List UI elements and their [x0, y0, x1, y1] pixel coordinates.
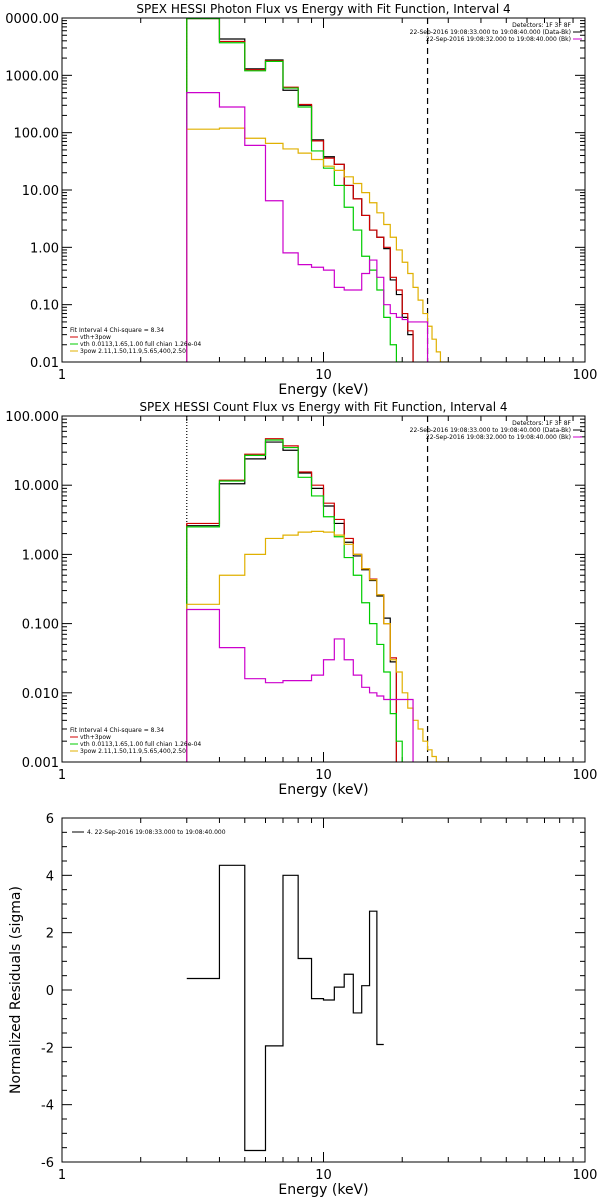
chart-title: SPEX HESSI Count Flux vs Energy with Fit…: [139, 400, 507, 414]
y-tick-label: 0.10: [30, 299, 59, 314]
series-line-4: [186, 608, 414, 762]
x-tick-label: 100: [573, 368, 598, 383]
series-data: [186, 18, 414, 362]
x-tick-label: 10: [315, 368, 332, 383]
legend-bl-text: 3pow 2.11,1.50,11.9,5.65,400,2.50: [80, 748, 186, 755]
series-line-2: [186, 439, 403, 762]
y-tick-label: 10.00: [22, 184, 59, 199]
legend-tr-text: 22-Sep-2016 19:08:32.000 to 19:08:40.000…: [426, 434, 571, 441]
x-tick-label: 100: [573, 768, 598, 783]
y-tick-label: 1.00: [30, 241, 59, 256]
x-axis-label: Energy (keV): [278, 782, 368, 798]
fit-header: Fit Interval 4 Chi-square = 8.34: [70, 327, 164, 334]
series-line-3: [186, 530, 449, 762]
series-line-2: [186, 18, 403, 362]
x-tick-label: 10: [315, 1168, 332, 1183]
y-tick-label: 4: [46, 869, 54, 884]
x-axis-label: Energy (keV): [278, 1182, 368, 1198]
x-tick-label: 1: [58, 368, 66, 383]
y-tick-label: 10.000: [14, 479, 60, 494]
legend-bl-text: vth 0.0113,1.65,1.00 full chian 1.26e-04: [80, 341, 201, 348]
x-tick-label: 1: [58, 1168, 66, 1183]
plot-frame: [61, 17, 586, 363]
plot-frame: [61, 415, 586, 763]
chart-3: 1 10 100 -6 -4 -2 0 2 4 6 Energy (keV) Normalized R…: [8, 812, 597, 1198]
y-tick-label: 100.00: [14, 127, 60, 142]
legend-tr-text: Detectors: 1F 3F 8F: [512, 22, 571, 29]
plot-frame: [61, 817, 586, 1163]
legend-tr-text: 22-Sep-2016 19:08:33.000 to 19:08:40.000…: [410, 427, 571, 434]
y-tick-label: -4: [41, 1099, 54, 1114]
series-group: [186, 18, 449, 362]
legend-tl-text: 4. 22-Sep-2016 19:08:33.000 to 19:08:40.…: [87, 829, 226, 836]
y-tick-label: 0.100: [22, 618, 59, 633]
series-line-4: [186, 91, 429, 362]
y-axis-label: Normalized Residuals (sigma): [8, 886, 24, 1094]
chart-title: SPEX HESSI Photon Flux vs Energy with Fi…: [136, 2, 510, 16]
series-line-1: [186, 438, 397, 762]
y-tick-label: 1.000: [22, 548, 59, 563]
x-axis-label: Energy (keV): [278, 382, 368, 398]
x-tick-label: 100: [573, 1168, 598, 1183]
y-tick-label: 0: [46, 984, 54, 999]
y-tick-label: 0.001: [22, 756, 59, 771]
chart-2: SPEX HESSI Count Flux vs Energy with Fit…: [5, 400, 597, 798]
series-line-1: [186, 18, 414, 362]
y-tick-label: 0000.00: [5, 12, 59, 27]
y-tick-label: 100.000: [5, 410, 59, 425]
y-tick-label: 0.010: [22, 687, 59, 702]
series-group: [186, 438, 449, 762]
y-tick-label: 1000.00: [5, 69, 59, 84]
series-line-3: [186, 127, 449, 362]
legend-tr-text: 22-Sep-2016 19:08:33.000 to 19:08:40.000…: [410, 29, 571, 36]
fit-header: Fit Interval 4 Chi-square = 8.34: [70, 727, 164, 734]
legend-bl-text: vth 0.0113,1.65,1.00 full chian 1.26e-04: [80, 741, 201, 748]
series-line-0: [186, 864, 384, 1152]
chart-1: SPEX HESSI Photon Flux vs Energy with Fi…: [5, 2, 597, 398]
series-group: [186, 864, 384, 1152]
y-tick-label: 2: [46, 927, 54, 942]
x-tick-label: 1: [58, 768, 66, 783]
y-tick-label: -2: [41, 1041, 54, 1056]
y-tick-label: -6: [41, 1156, 54, 1171]
y-tick-label: 0.01: [30, 356, 59, 371]
legend-tr-text: 22-Sep-2016 19:08:32.000 to 19:08:40.000…: [426, 36, 571, 43]
x-tick-label: 10: [315, 768, 332, 783]
legend-tr-text: Detectors: 1F 3F 8F: [512, 420, 571, 427]
legend-bl-text: vth+3pow: [80, 734, 111, 741]
legend-bl-text: vth+3pow: [80, 334, 111, 341]
y-tick-label: 6: [46, 812, 54, 827]
legend-bl-text: 3pow 2.11,1.50,11.9,5.65,400,2.50: [80, 348, 186, 355]
